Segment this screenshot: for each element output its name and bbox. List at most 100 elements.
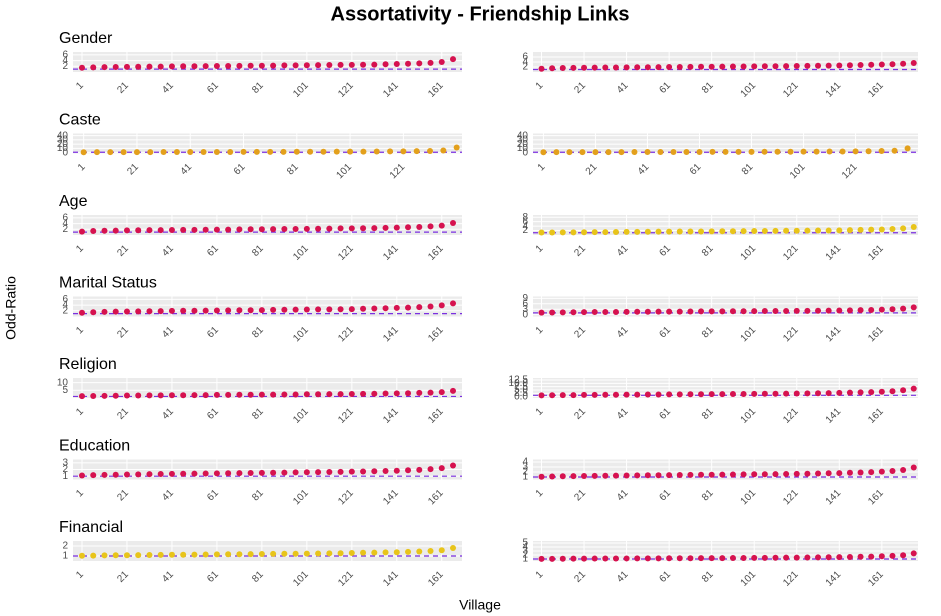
point <box>270 469 277 476</box>
y-tick-label: 9 <box>522 293 528 304</box>
point <box>687 471 694 478</box>
y-tick-label: 4 <box>62 55 68 66</box>
point <box>191 226 198 233</box>
x-tick-label: 41 <box>160 324 176 340</box>
point <box>868 389 875 396</box>
point <box>146 308 153 315</box>
y-tick-label: 7.5 <box>514 381 528 392</box>
point <box>333 148 340 155</box>
point <box>644 472 651 479</box>
point <box>891 147 898 154</box>
point <box>708 63 715 70</box>
point <box>168 63 175 70</box>
x-tick-label: 101 <box>739 569 759 589</box>
point <box>910 550 917 557</box>
point <box>889 61 896 68</box>
y-tick-label: 4 <box>522 221 528 232</box>
point <box>292 550 299 557</box>
point <box>112 64 119 70</box>
point <box>173 149 180 156</box>
point <box>719 391 726 398</box>
point <box>559 473 566 480</box>
point <box>644 555 651 562</box>
point <box>348 468 355 475</box>
x-tick-label: 161 <box>426 324 446 344</box>
point <box>135 308 142 315</box>
x-tick-label: 1 <box>534 406 546 418</box>
point <box>857 469 864 476</box>
point <box>889 388 896 395</box>
point <box>772 390 779 397</box>
y-tick-label: 40 <box>57 130 69 141</box>
point <box>846 389 853 396</box>
point <box>427 466 434 473</box>
point <box>438 389 445 396</box>
x-tick-label: 1 <box>534 487 546 499</box>
x-tick-label: 61 <box>205 487 221 503</box>
x-tick-label: 81 <box>700 487 716 503</box>
x-tick-label: 101 <box>739 406 759 426</box>
point <box>281 550 288 557</box>
point <box>348 306 355 313</box>
point <box>846 307 853 314</box>
point <box>729 471 736 478</box>
point <box>112 552 119 559</box>
x-tick-label: 121 <box>388 161 408 181</box>
x-tick-label: 81 <box>740 161 756 177</box>
x-tick-label: 1 <box>74 80 86 92</box>
point <box>146 552 153 558</box>
x-tick-label: 81 <box>700 406 716 422</box>
point <box>202 307 209 314</box>
point <box>180 470 187 477</box>
point <box>579 149 586 156</box>
point <box>708 308 715 315</box>
x-tick-label: 61 <box>205 324 221 340</box>
y-tick-label: 1 <box>522 554 528 565</box>
x-tick-label: 81 <box>285 161 301 177</box>
point <box>236 470 243 477</box>
point <box>270 550 277 557</box>
y-tick-label: 3 <box>522 304 528 315</box>
point <box>623 391 630 398</box>
point <box>878 468 885 475</box>
y-tick-label: 6 <box>62 49 68 60</box>
point <box>783 471 790 477</box>
x-tick-label: 141 <box>381 569 401 589</box>
point <box>570 229 577 236</box>
x-tick-label: 161 <box>866 80 886 100</box>
panel-title: Age <box>59 193 88 210</box>
point <box>247 391 254 398</box>
point <box>772 63 779 70</box>
point <box>740 63 747 70</box>
point <box>240 148 247 155</box>
point <box>157 63 164 70</box>
point <box>846 227 853 234</box>
point <box>740 391 747 397</box>
y-tick-label: 20 <box>57 139 69 150</box>
x-tick-label: 121 <box>336 487 356 507</box>
point <box>440 147 447 154</box>
point <box>293 148 300 155</box>
x-tick-label: 81 <box>250 569 266 585</box>
point <box>270 62 277 69</box>
point <box>655 391 662 398</box>
point <box>101 471 108 478</box>
point <box>371 468 378 475</box>
point <box>326 469 333 476</box>
point <box>900 387 907 394</box>
point <box>225 226 232 233</box>
point <box>570 392 577 399</box>
point <box>634 64 641 71</box>
x-tick-label: 61 <box>688 161 704 177</box>
point <box>303 62 310 69</box>
point <box>634 555 641 562</box>
point <box>438 547 445 554</box>
x-tick-label: 41 <box>615 487 631 503</box>
point <box>348 550 355 556</box>
point <box>761 228 768 234</box>
x-tick-label: 41 <box>160 243 176 259</box>
point <box>655 64 662 71</box>
point <box>123 308 130 315</box>
y-tick-label: 2 <box>62 61 68 72</box>
panel-background <box>533 215 918 235</box>
